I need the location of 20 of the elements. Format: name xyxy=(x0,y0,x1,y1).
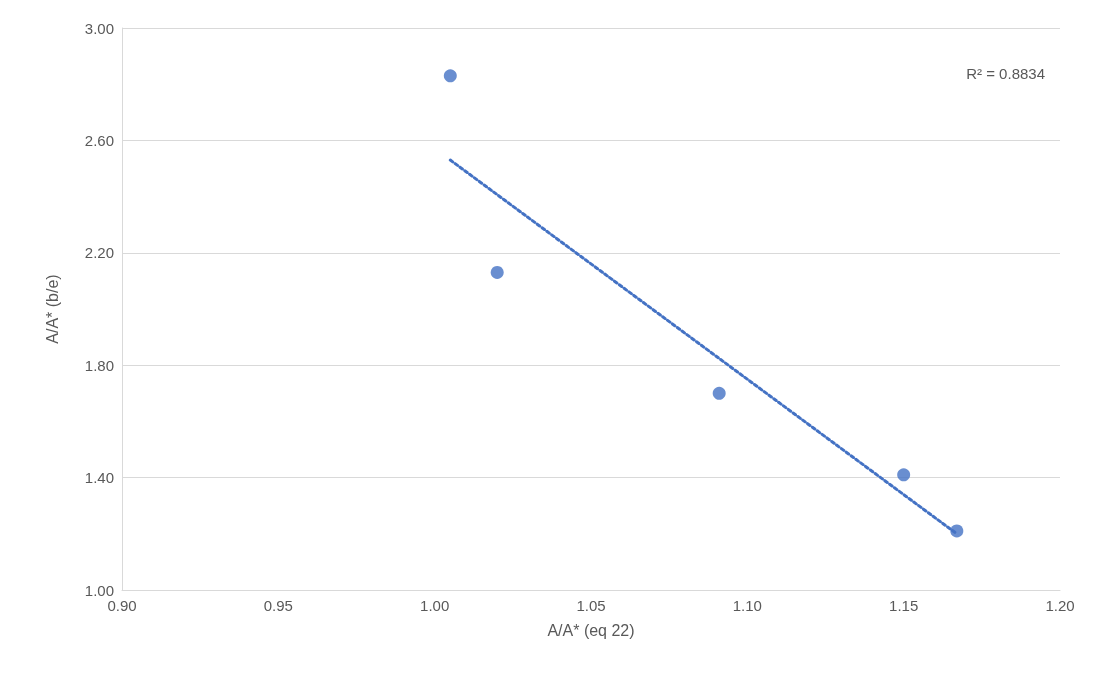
x-tick-label: 1.20 xyxy=(1045,597,1075,614)
y-tick-label: 3.00 xyxy=(84,19,114,37)
x-tick-label: 0.95 xyxy=(263,597,293,614)
x-tick-label: 0.90 xyxy=(107,597,137,614)
point xyxy=(897,468,911,482)
x-tick-label: 1.10 xyxy=(732,597,762,614)
x-tick-label: 1.00 xyxy=(420,597,450,614)
y-tick-label: 1.00 xyxy=(84,581,114,599)
point xyxy=(712,386,726,400)
annotation: R² = 0.8834 xyxy=(966,65,1046,82)
y-tick-label: 1.40 xyxy=(84,469,114,487)
x-axis-title: A/A* (eq 22) xyxy=(547,621,635,639)
y-tick-label: 2.60 xyxy=(84,131,114,149)
x-tick-label: 1.05 xyxy=(576,597,606,614)
y-tick-label: 2.20 xyxy=(84,244,114,262)
point xyxy=(443,69,457,83)
x-tick-label: 1.15 xyxy=(889,597,919,614)
point xyxy=(490,265,504,279)
y-axis-title: A/A* (b/e) xyxy=(43,274,61,344)
y-tick-label: 1.80 xyxy=(84,356,114,374)
